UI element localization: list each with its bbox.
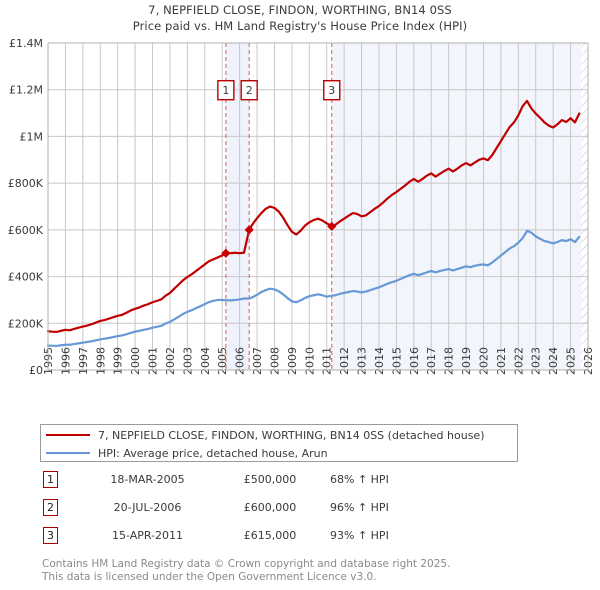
svg-text:2022: 2022 (512, 347, 525, 375)
price-chart: £0£200K£400K£600K£800K£1M£1.2M£1.4M19951… (8, 37, 595, 377)
svg-text:2003: 2003 (181, 347, 194, 375)
svg-text:2010: 2010 (303, 347, 316, 375)
svg-text:2016: 2016 (408, 347, 421, 375)
svg-text:2019: 2019 (460, 347, 473, 375)
svg-text:1996: 1996 (59, 347, 72, 375)
attribution-footer: Contains HM Land Registry data © Crown c… (42, 558, 582, 583)
svg-text:2005: 2005 (216, 347, 229, 375)
svg-text:2018: 2018 (443, 347, 456, 375)
title-line-1: 7, NEPFIELD CLOSE, FINDON, WORTHING, BN1… (148, 3, 452, 17)
transaction-hpi-delta: 96% ↑ HPI (330, 501, 389, 514)
svg-text:2008: 2008 (268, 347, 281, 375)
transactions-table: 1 18-MAR-2005 £500,000 68% ↑ HPI 2 20-JU… (40, 470, 470, 554)
svg-text:£1.2M: £1.2M (9, 84, 43, 97)
svg-text:2: 2 (246, 84, 253, 97)
transaction-price: £615,000 (243, 529, 297, 542)
svg-text:£800K: £800K (8, 177, 44, 190)
legend-label-hpi: HPI: Average price, detached house, Arun (98, 446, 328, 460)
svg-text:2017: 2017 (425, 347, 438, 375)
svg-text:1998: 1998 (94, 347, 107, 375)
table-row: 3 15-APR-2011 £615,000 93% ↑ HPI (40, 526, 470, 554)
transaction-price: £500,000 (243, 473, 297, 486)
svg-text:2023: 2023 (530, 347, 543, 375)
svg-text:£1.4M: £1.4M (9, 37, 43, 50)
svg-text:2013: 2013 (356, 347, 369, 375)
transaction-index-badge: 2 (43, 499, 58, 516)
svg-text:£0: £0 (29, 364, 43, 377)
svg-text:2012: 2012 (338, 347, 351, 375)
svg-text:2009: 2009 (286, 347, 299, 375)
svg-text:£400K: £400K (8, 271, 44, 284)
chart-legend: 7, NEPFIELD CLOSE, FINDON, WORTHING, BN1… (40, 424, 518, 462)
legend-swatch-property (46, 434, 90, 436)
svg-text:2014: 2014 (373, 347, 386, 375)
svg-text:2007: 2007 (251, 347, 264, 375)
svg-text:2006: 2006 (234, 347, 247, 375)
svg-text:2024: 2024 (547, 347, 560, 375)
transaction-index-badge: 3 (43, 527, 58, 544)
transaction-date: 18-MAR-2005 (110, 473, 185, 486)
svg-text:2011: 2011 (321, 347, 334, 375)
legend-swatch-hpi (46, 452, 90, 454)
transaction-hpi-delta: 68% ↑ HPI (330, 473, 389, 486)
legend-item-hpi: HPI: Average price, detached house, Arun (41, 444, 517, 462)
svg-text:2000: 2000 (129, 347, 142, 375)
svg-text:1997: 1997 (77, 347, 90, 375)
svg-text:2025: 2025 (565, 347, 578, 375)
footer-line-1: Contains HM Land Registry data © Crown c… (42, 558, 451, 570)
transaction-hpi-delta: 93% ↑ HPI (330, 529, 389, 542)
svg-text:£1M: £1M (20, 130, 44, 143)
svg-text:1: 1 (222, 84, 229, 97)
transaction-date: 20-JUL-2006 (113, 501, 182, 514)
svg-text:£200K: £200K (8, 317, 44, 330)
svg-text:2001: 2001 (147, 347, 160, 375)
footer-line-2: This data is licensed under the Open Gov… (42, 570, 377, 583)
page-title: 7, NEPFIELD CLOSE, FINDON, WORTHING, BN1… (0, 2, 600, 34)
table-row: 2 20-JUL-2006 £600,000 96% ↑ HPI (40, 498, 470, 526)
svg-text:2002: 2002 (164, 347, 177, 375)
legend-label-property: 7, NEPFIELD CLOSE, FINDON, WORTHING, BN1… (98, 428, 485, 442)
svg-text:£600K: £600K (8, 224, 44, 237)
svg-text:2021: 2021 (495, 347, 508, 375)
svg-text:2004: 2004 (199, 347, 212, 375)
title-line-2: Price paid vs. HM Land Registry's House … (132, 19, 468, 33)
legend-item-property: 7, NEPFIELD CLOSE, FINDON, WORTHING, BN1… (41, 426, 517, 444)
table-row: 1 18-MAR-2005 £500,000 68% ↑ HPI (40, 470, 470, 498)
svg-text:3: 3 (328, 84, 335, 97)
transaction-index-badge: 1 (43, 471, 58, 488)
svg-text:2015: 2015 (390, 347, 403, 375)
transaction-date: 15-APR-2011 (111, 529, 184, 542)
svg-text:1999: 1999 (112, 347, 125, 375)
transaction-price: £600,000 (243, 501, 297, 514)
svg-text:2020: 2020 (477, 347, 490, 375)
